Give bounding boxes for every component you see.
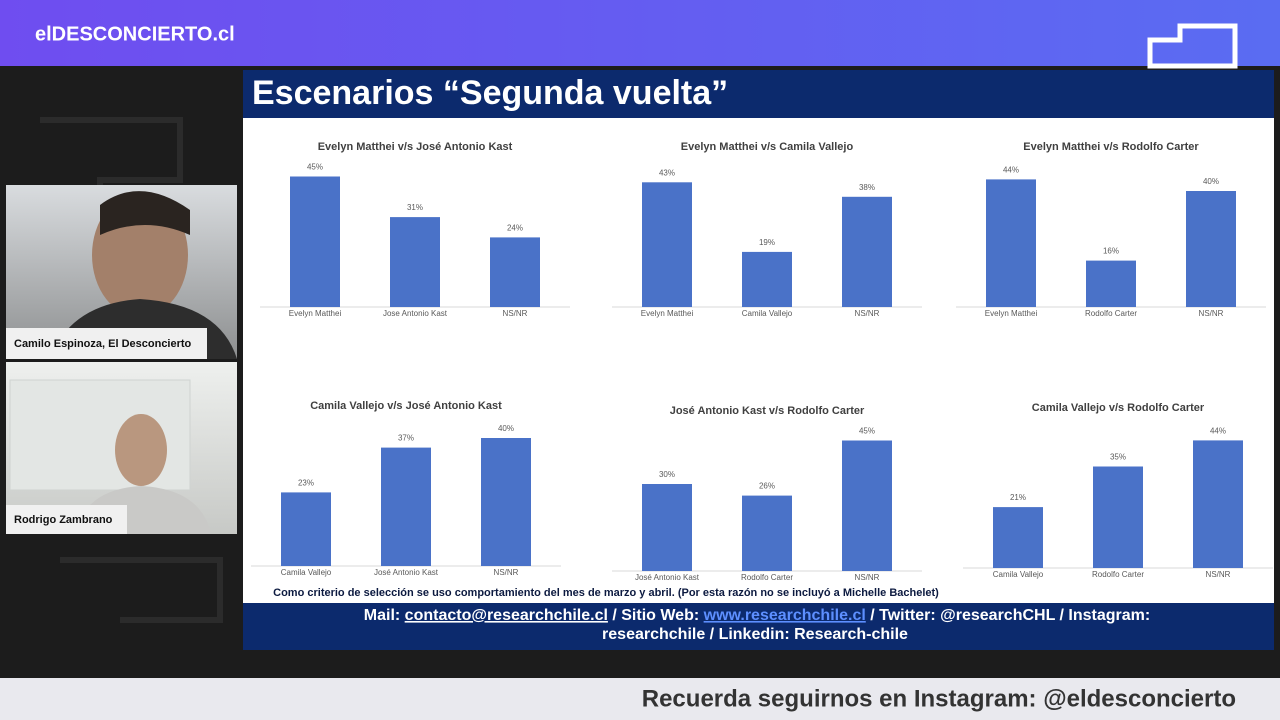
footer-text: / Sitio Web:	[608, 607, 704, 624]
value-label: 35%	[1110, 453, 1126, 462]
bar	[842, 440, 892, 571]
bar	[1086, 260, 1136, 307]
category-label: Evelyn Matthei	[641, 309, 694, 318]
category-label: José Antonio Kast	[374, 568, 439, 577]
name-tag	[6, 505, 127, 534]
chart-title: Evelyn Matthei v/s Rodolfo Carter	[1023, 141, 1199, 153]
bar	[490, 237, 540, 307]
chart-title: Evelyn Matthei v/s José Antonio Kast	[318, 141, 513, 153]
hair	[100, 191, 190, 235]
bar	[986, 179, 1036, 307]
participant-silhouette	[115, 414, 167, 486]
ticker-text: Recuerda seguirnos en Instagram: @eldesc…	[642, 685, 1236, 712]
category-label: Rodolfo Carter	[741, 573, 793, 582]
bar	[390, 217, 440, 307]
slide-footer	[243, 603, 1274, 650]
slide-note: Como criterio de selección se uso compor…	[273, 587, 939, 599]
value-label: 21%	[1010, 493, 1026, 502]
bar	[381, 447, 431, 566]
footer-line: researchchile / Linkedin: Research-chile	[602, 626, 908, 643]
footer-text: Mail:	[364, 607, 405, 624]
category-label: Rodolfo Carter	[1092, 570, 1144, 579]
category-label: Camila Vallejo	[742, 309, 793, 318]
footer-line: Mail: contacto@researchchile.cl / Sitio …	[364, 607, 1150, 624]
value-label: 19%	[759, 238, 775, 247]
bar	[1193, 440, 1243, 568]
category-label: Camila Vallejo	[993, 570, 1044, 579]
value-label: 44%	[1003, 166, 1019, 175]
value-label: 26%	[759, 482, 775, 491]
ticker-bar	[0, 678, 1280, 720]
bar	[281, 492, 331, 566]
value-label: 31%	[407, 203, 423, 212]
category-label: Jose Antonio Kast	[383, 309, 448, 318]
value-label: 45%	[859, 427, 875, 436]
category-label: Rodolfo Carter	[1085, 309, 1137, 318]
value-label: 38%	[859, 183, 875, 192]
category-label: Evelyn Matthei	[289, 309, 342, 318]
bar	[742, 495, 792, 571]
category-label: NS/NR	[855, 573, 880, 582]
bar	[481, 438, 531, 566]
logo: elDESCONCIERTO.cl	[35, 23, 235, 45]
value-label: 40%	[498, 424, 514, 433]
web-link[interactable]: www.researchchile.cl	[703, 607, 866, 624]
logo-mark	[1147, 23, 1238, 69]
value-label: 45%	[307, 163, 323, 172]
bar	[642, 182, 692, 307]
bar	[742, 251, 792, 307]
name-tag	[6, 328, 207, 359]
chart-title: Camila Vallejo v/s José Antonio Kast	[310, 400, 502, 412]
category-label: Camila Vallejo	[281, 568, 332, 577]
email-link[interactable]: contacto@researchchile.cl	[405, 607, 608, 624]
chart-title: José Antonio Kast v/s Rodolfo Carter	[670, 405, 865, 417]
value-label: 37%	[398, 434, 414, 443]
chart-title: Evelyn Matthei v/s Camila Vallejo	[681, 141, 854, 153]
bar	[642, 484, 692, 571]
value-label: 44%	[1210, 427, 1226, 436]
category-label: NS/NR	[503, 309, 528, 318]
value-label: 24%	[507, 224, 523, 233]
category-label: NS/NR	[855, 309, 880, 318]
top-banner	[0, 0, 1280, 66]
category-label: Evelyn Matthei	[985, 309, 1038, 318]
participant-name: Rodrigo Zambrano	[14, 514, 113, 526]
category-label: NS/NR	[1199, 309, 1224, 318]
category-label: José Antonio Kast	[635, 573, 700, 582]
participant-name: Camilo Espinoza, El Desconcierto	[14, 338, 192, 350]
bar	[842, 196, 892, 307]
slide-title: Escenarios “Segunda vuelta”	[252, 74, 728, 112]
bar	[1093, 466, 1143, 568]
value-label: 30%	[659, 470, 675, 479]
category-label: NS/NR	[494, 568, 519, 577]
bar	[1186, 191, 1236, 307]
footer-text: / Twitter: @researchCHL / Instagram:	[866, 607, 1150, 624]
bar	[993, 507, 1043, 568]
value-label: 23%	[298, 479, 314, 488]
value-label: 16%	[1103, 247, 1119, 256]
value-label: 43%	[659, 168, 675, 177]
bar	[290, 176, 340, 307]
chart-title: Camila Vallejo v/s Rodolfo Carter	[1032, 402, 1205, 414]
slide-title-bar	[243, 70, 1274, 118]
value-label: 40%	[1203, 177, 1219, 186]
category-label: NS/NR	[1206, 570, 1231, 579]
